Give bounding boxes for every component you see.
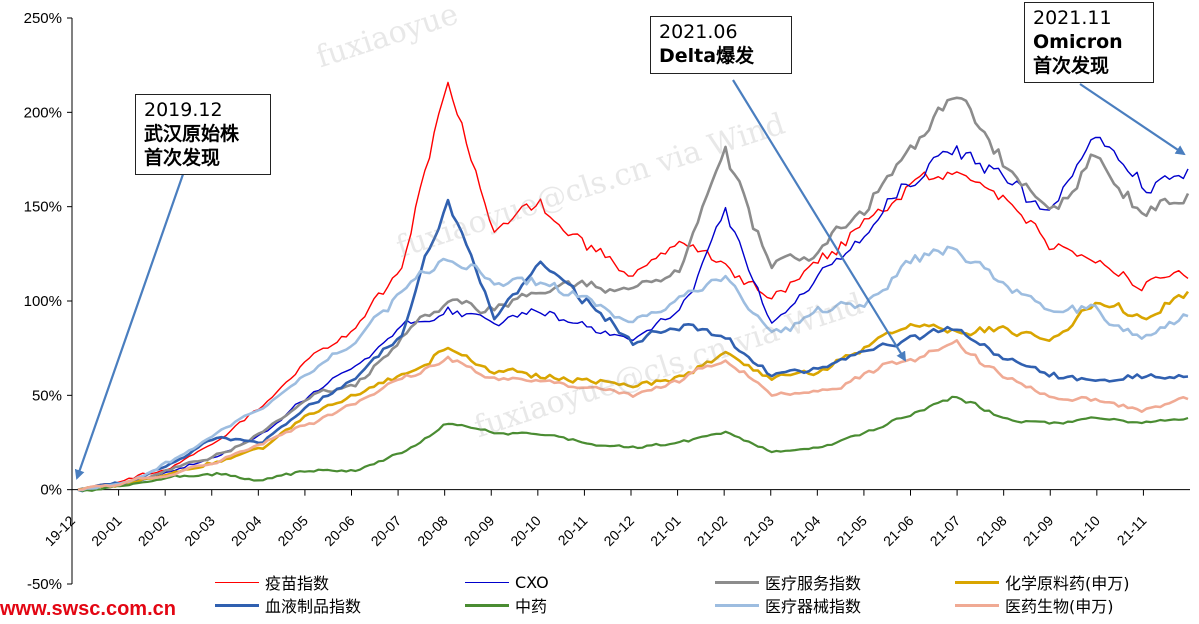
annotation-event: Omicron <box>1033 30 1123 53</box>
x-tick-label: 20-02 <box>135 512 172 549</box>
legend-swatch <box>955 580 999 584</box>
legend-swatch <box>715 603 759 607</box>
x-tick-label: 21-11 <box>1114 512 1150 548</box>
annotation-event: 首次发现 <box>1033 54 1110 77</box>
legend-label: 中药 <box>515 597 548 616</box>
annotation-date: 2021.06 <box>659 21 738 43</box>
legend-item: 化学原料药(申万) <box>955 572 1130 593</box>
x-tick-label: 21-02 <box>694 512 731 549</box>
series-line <box>77 245 1189 492</box>
annotation-event: 武汉原始株 <box>144 122 240 145</box>
x-tick-label: 20-10 <box>507 512 544 549</box>
series-line <box>77 81 1189 491</box>
legend-label: 医疗服务指数 <box>765 574 862 593</box>
y-tick-label: 0% <box>40 482 62 499</box>
x-tick-label: 20-06 <box>321 512 358 549</box>
y-tick-label: 50% <box>32 387 62 404</box>
legend-item: CXO <box>465 572 549 592</box>
legend-swatch <box>955 603 999 607</box>
series-line <box>77 290 1190 491</box>
x-tick-label: 21-07 <box>927 512 964 549</box>
x-tick-label: 19-12 <box>41 512 78 549</box>
x-tick-label: 20-07 <box>368 512 405 549</box>
x-tick-label: 20-11 <box>555 512 591 548</box>
footer-url: www.swsc.com.cn <box>0 598 176 620</box>
annotation-arrow <box>1079 83 1186 156</box>
legend-item: 血液制品指数 <box>215 595 362 616</box>
legend-label: 医疗器械指数 <box>765 597 862 616</box>
x-tick-label: 21-08 <box>973 512 1010 549</box>
annotation-date: 2019.12 <box>144 99 223 121</box>
chart-series-lines <box>77 81 1190 493</box>
x-tick-label: 20-03 <box>181 512 218 549</box>
annotation-arrows <box>74 79 1186 480</box>
legend-label: 血液制品指数 <box>265 597 362 616</box>
series-line <box>77 339 1189 491</box>
x-tick-label: 21-06 <box>880 512 917 549</box>
x-tick-label: 21-05 <box>833 512 870 549</box>
annotation-arrow <box>74 159 190 480</box>
x-tick-label: 20-01 <box>88 512 125 549</box>
x-tick-label: 20-05 <box>274 512 311 549</box>
annotation-event: 首次发现 <box>144 146 221 169</box>
x-tick-label: 20-12 <box>600 512 637 549</box>
series-line <box>77 96 1190 491</box>
x-tick-label: 21-09 <box>1020 512 1057 549</box>
legend-item: 医疗服务指数 <box>715 572 862 593</box>
legend-swatch <box>215 603 259 607</box>
x-tick-label: 20-09 <box>461 512 498 549</box>
x-tick-label: 21-01 <box>647 512 684 549</box>
legend-swatch <box>215 581 259 583</box>
annotation-date: 2021.11 <box>1033 7 1112 29</box>
y-tick-label: 100% <box>24 293 62 310</box>
legend-label: 医药生物(申万) <box>1005 597 1114 616</box>
legend-item: 医药生物(申万) <box>955 595 1114 616</box>
x-tick-label: 20-04 <box>228 512 265 549</box>
x-tick-label: 21-04 <box>787 512 824 549</box>
y-tick-label: 250% <box>24 10 62 27</box>
legend-swatch <box>465 603 509 607</box>
annotation-box-delta: 2021.06 Delta爆发 <box>650 16 792 74</box>
annotation-event: Delta爆发 <box>659 44 755 67</box>
legend-label: 疫苗指数 <box>265 574 330 593</box>
legend-label: 化学原料药(申万) <box>1005 574 1130 593</box>
legend-item: 疫苗指数 <box>215 572 330 593</box>
series-line <box>77 136 1189 491</box>
x-tick-label: 20-08 <box>414 512 451 549</box>
annotation-box-omicron: 2021.11 Omicron 首次发现 <box>1024 2 1154 84</box>
y-tick-label: 200% <box>24 104 62 121</box>
legend-swatch <box>465 581 509 583</box>
x-tick-label: 21-10 <box>1066 512 1103 549</box>
y-tick-label: 150% <box>24 199 62 216</box>
legend-label: CXO <box>515 572 549 592</box>
series-line <box>77 395 1189 492</box>
annotation-arrow <box>732 79 907 362</box>
y-tick-label: -50% <box>27 576 62 593</box>
legend-item: 医疗器械指数 <box>715 595 862 616</box>
legend-item: 中药 <box>465 595 548 616</box>
annotation-box-wuhan: 2019.12 武汉原始株 首次发现 <box>135 94 271 176</box>
legend-swatch <box>715 580 759 584</box>
x-tick-label: 21-03 <box>740 512 777 549</box>
